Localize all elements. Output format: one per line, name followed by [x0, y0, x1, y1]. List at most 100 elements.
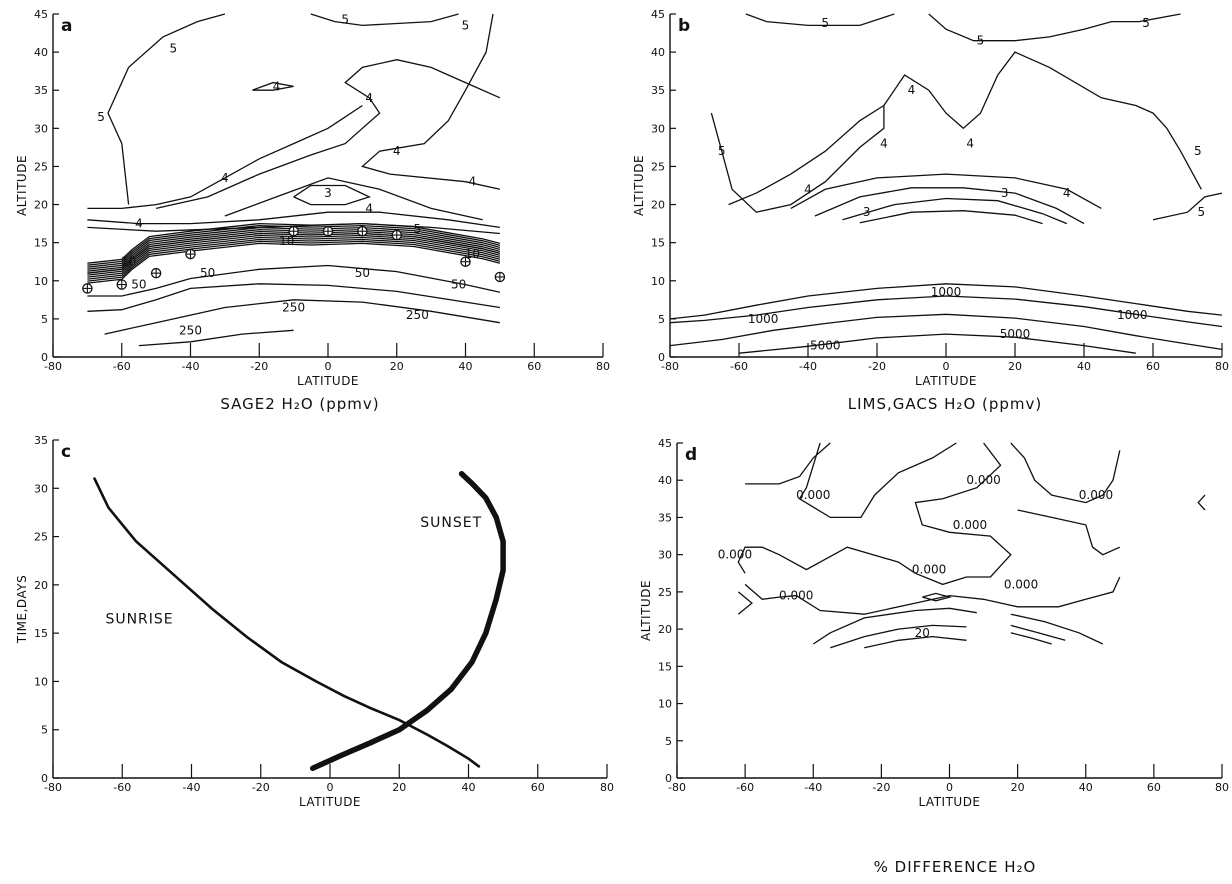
- contour-line: [1017, 509, 1121, 556]
- tropopause-band: [87, 232, 501, 274]
- y-tick-label: 5: [665, 735, 672, 748]
- y-tick-label: 40: [34, 46, 48, 59]
- contour-label: 1000: [1117, 308, 1148, 322]
- contour-line: [1152, 192, 1223, 221]
- contour-line: [669, 313, 1223, 351]
- y-tick-label: 25: [34, 160, 48, 173]
- y-tick-label: 35: [34, 434, 48, 447]
- contour-line: [1010, 442, 1121, 504]
- contour-line: [859, 210, 1043, 225]
- y-tick-label: 10: [34, 675, 48, 688]
- y-tick-label: 25: [658, 586, 672, 599]
- contour-label: 5: [462, 18, 470, 32]
- tropopause-marker: [82, 283, 93, 294]
- contour-line: [87, 211, 500, 229]
- y-tick-label: 35: [658, 511, 672, 524]
- contour-line: [710, 51, 1202, 213]
- y-tick-label: 25: [34, 531, 48, 544]
- contour-label: 4: [880, 137, 888, 151]
- panel-letter: b: [678, 16, 690, 36]
- contour-label: 4: [365, 201, 373, 215]
- y-tick-label: 20: [34, 579, 48, 592]
- contour-label: 0.000: [953, 518, 987, 532]
- panel-d-percent-difference: -80 -60 -40 -20 0 20 40 60 80 0 5 10 15 20 25 30 35 40 45 L…: [639, 437, 1229, 876]
- y-tick-label: 25: [651, 160, 665, 173]
- contour-line: [745, 442, 831, 485]
- x-tick-label: -20: [868, 360, 886, 373]
- contour-line: [87, 264, 501, 297]
- series-sunset-line: [309, 471, 506, 772]
- y-axis-title: ALTITUDE: [639, 580, 653, 641]
- contour-line: [1010, 613, 1104, 645]
- contour-label: 20: [915, 626, 930, 640]
- y-tick-label: 0: [658, 351, 665, 364]
- x-tick-label: 40: [462, 781, 476, 794]
- y-tick-label: 20: [658, 623, 672, 636]
- contour-line: [87, 222, 501, 264]
- contour-label: 0.000: [779, 589, 813, 603]
- x-tick-label: -80: [44, 360, 62, 373]
- contour-line: [812, 607, 977, 645]
- panel-letter: a: [61, 16, 72, 36]
- contour-label: 5: [1194, 144, 1202, 158]
- x-tick-label: -80: [44, 781, 62, 794]
- x-tick-label: 60: [1146, 360, 1160, 373]
- contour-label: 4: [273, 79, 281, 93]
- tropopause-marker: [322, 225, 334, 237]
- y-tick-label: 15: [651, 237, 665, 250]
- y-axis-title: TIME,DAYS: [15, 575, 29, 644]
- x-tick-label: -60: [113, 360, 131, 373]
- x-tick-label: 60: [531, 781, 545, 794]
- contour-label: 4: [804, 182, 812, 196]
- contour-line: [842, 197, 1068, 225]
- panel-c-sunrise-sunset: -80 -60 -40 -20 0 20 40 60 80 0 5 10 15 20 25 30 35 LATIT…: [15, 434, 614, 809]
- contour-label: 0.000: [1004, 577, 1038, 591]
- x-tick-label: 20: [390, 360, 404, 373]
- x-tick-label: 20: [392, 781, 406, 794]
- contour-line: [293, 184, 372, 206]
- x-axis-title: LATITUDE: [297, 374, 359, 388]
- y-tick-label: 0: [665, 772, 672, 785]
- contour-label: 5: [169, 41, 177, 55]
- contour-label: 5: [977, 34, 985, 48]
- x-tick-label: -20: [250, 360, 268, 373]
- contour-label: 50: [131, 278, 146, 292]
- x-tick-label: -40: [182, 360, 200, 373]
- contour-label: 5: [718, 144, 726, 158]
- contour-line: [87, 104, 363, 210]
- contour-line: [310, 13, 459, 27]
- panel-caption: LIMS,GACS H₂O (ppmv): [848, 395, 1043, 413]
- y-tick-label: 15: [658, 660, 672, 673]
- contour-line: [728, 104, 885, 206]
- contour-line: [922, 592, 952, 602]
- x-tick-label: -20: [252, 781, 270, 794]
- y-tick-label: 35: [651, 84, 665, 97]
- contour-line: [87, 234, 501, 276]
- contour-label: 3: [863, 205, 871, 219]
- series-label: SUNSET: [420, 515, 482, 531]
- panel-a-sage2: -80 -60 -40 -20 0 20 40 60 80051015202530354045L…: [15, 8, 610, 413]
- tropopause-marker: [185, 248, 196, 260]
- series-sunrise-line: [93, 477, 481, 768]
- contour-label: 5: [97, 110, 105, 124]
- contour-label: 4: [135, 217, 143, 231]
- contour-label: 0.000: [718, 548, 752, 562]
- panel-letter: d: [685, 445, 697, 465]
- y-tick-label: 30: [658, 549, 672, 562]
- contour-label: 5: [821, 16, 829, 30]
- x-tick-label: -20: [872, 781, 890, 794]
- tropopause-marker: [150, 267, 162, 279]
- panel-letter: c: [61, 442, 71, 462]
- x-tick-label: 80: [1215, 360, 1229, 373]
- y-tick-label: 20: [34, 199, 48, 212]
- x-tick-label: 0: [327, 781, 334, 794]
- tropopause-marker: [288, 225, 299, 237]
- contour-label: 3: [1001, 186, 1009, 200]
- contour-label: 0.000: [1079, 488, 1113, 502]
- contour-label: 0.000: [796, 488, 830, 502]
- contour-label: 50: [355, 266, 370, 280]
- contour-line: [87, 226, 501, 268]
- tropopause-marker: [116, 279, 128, 290]
- y-tick-label: 20: [651, 199, 665, 212]
